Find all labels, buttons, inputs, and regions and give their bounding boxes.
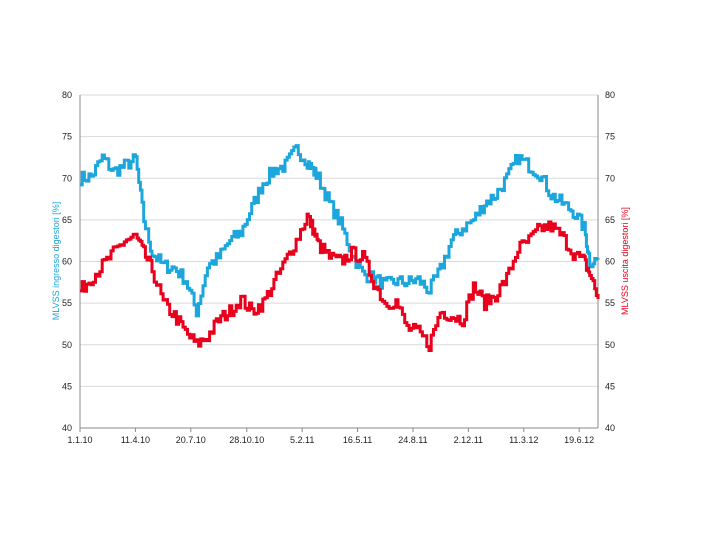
right-tick-label: 65 bbox=[605, 215, 615, 225]
left-axis-title: MLVSS ingresso digestori [%] bbox=[51, 202, 61, 320]
left-tick-label: 50 bbox=[62, 340, 72, 350]
right-tick-labels: 40 45 50 55 60 65 70 75 80 bbox=[605, 90, 615, 433]
x-tick-label: 19.6.12 bbox=[564, 435, 594, 445]
left-tick-label: 80 bbox=[62, 90, 72, 100]
x-tick-label: 2.12.11 bbox=[454, 435, 483, 445]
right-tick-label: 45 bbox=[605, 381, 615, 391]
gridlines bbox=[80, 94, 598, 387]
left-tick-label: 65 bbox=[62, 215, 72, 225]
x-tick-label: 20.7.10 bbox=[176, 435, 206, 445]
right-tick-label: 40 bbox=[605, 423, 615, 433]
x-tick-label: 16.5.11 bbox=[343, 435, 372, 445]
right-tick-label: 50 bbox=[605, 340, 615, 350]
series-lines bbox=[80, 144, 600, 352]
left-tick-labels: 40 45 50 55 60 65 70 75 80 bbox=[62, 90, 72, 433]
left-tick-label: 75 bbox=[62, 132, 72, 142]
left-tick-label: 60 bbox=[62, 257, 72, 267]
right-axis-title: MLVSS uscita digestori [%] bbox=[620, 207, 630, 315]
series-line-ingresso bbox=[80, 144, 600, 318]
x-tick-label: 24.8.11 bbox=[398, 435, 427, 445]
axes bbox=[79, 95, 599, 429]
x-tick-label: 11.4.10 bbox=[121, 435, 150, 445]
left-tick-label: 45 bbox=[62, 381, 72, 391]
x-tick-labels: 1.1.10 11.4.10 20.7.10 28.10.10 5.2.11 16.5.1… bbox=[67, 428, 594, 445]
right-tick-label: 55 bbox=[605, 298, 615, 308]
left-tick-label: 40 bbox=[62, 423, 72, 433]
series-line-uscita bbox=[80, 212, 600, 352]
right-tick-label: 60 bbox=[605, 257, 615, 267]
right-tick-label: 75 bbox=[605, 132, 615, 142]
right-tick-label: 80 bbox=[605, 90, 615, 100]
left-tick-label: 70 bbox=[62, 173, 72, 183]
x-tick-label: 1.1.10 bbox=[67, 435, 92, 445]
x-tick-label: 28.10.10 bbox=[229, 435, 264, 445]
left-tick-label: 55 bbox=[62, 298, 72, 308]
x-tick-label: 5.2.11 bbox=[290, 435, 314, 445]
right-tick-label: 70 bbox=[605, 173, 615, 183]
x-tick-label: 11.3.12 bbox=[509, 435, 538, 445]
